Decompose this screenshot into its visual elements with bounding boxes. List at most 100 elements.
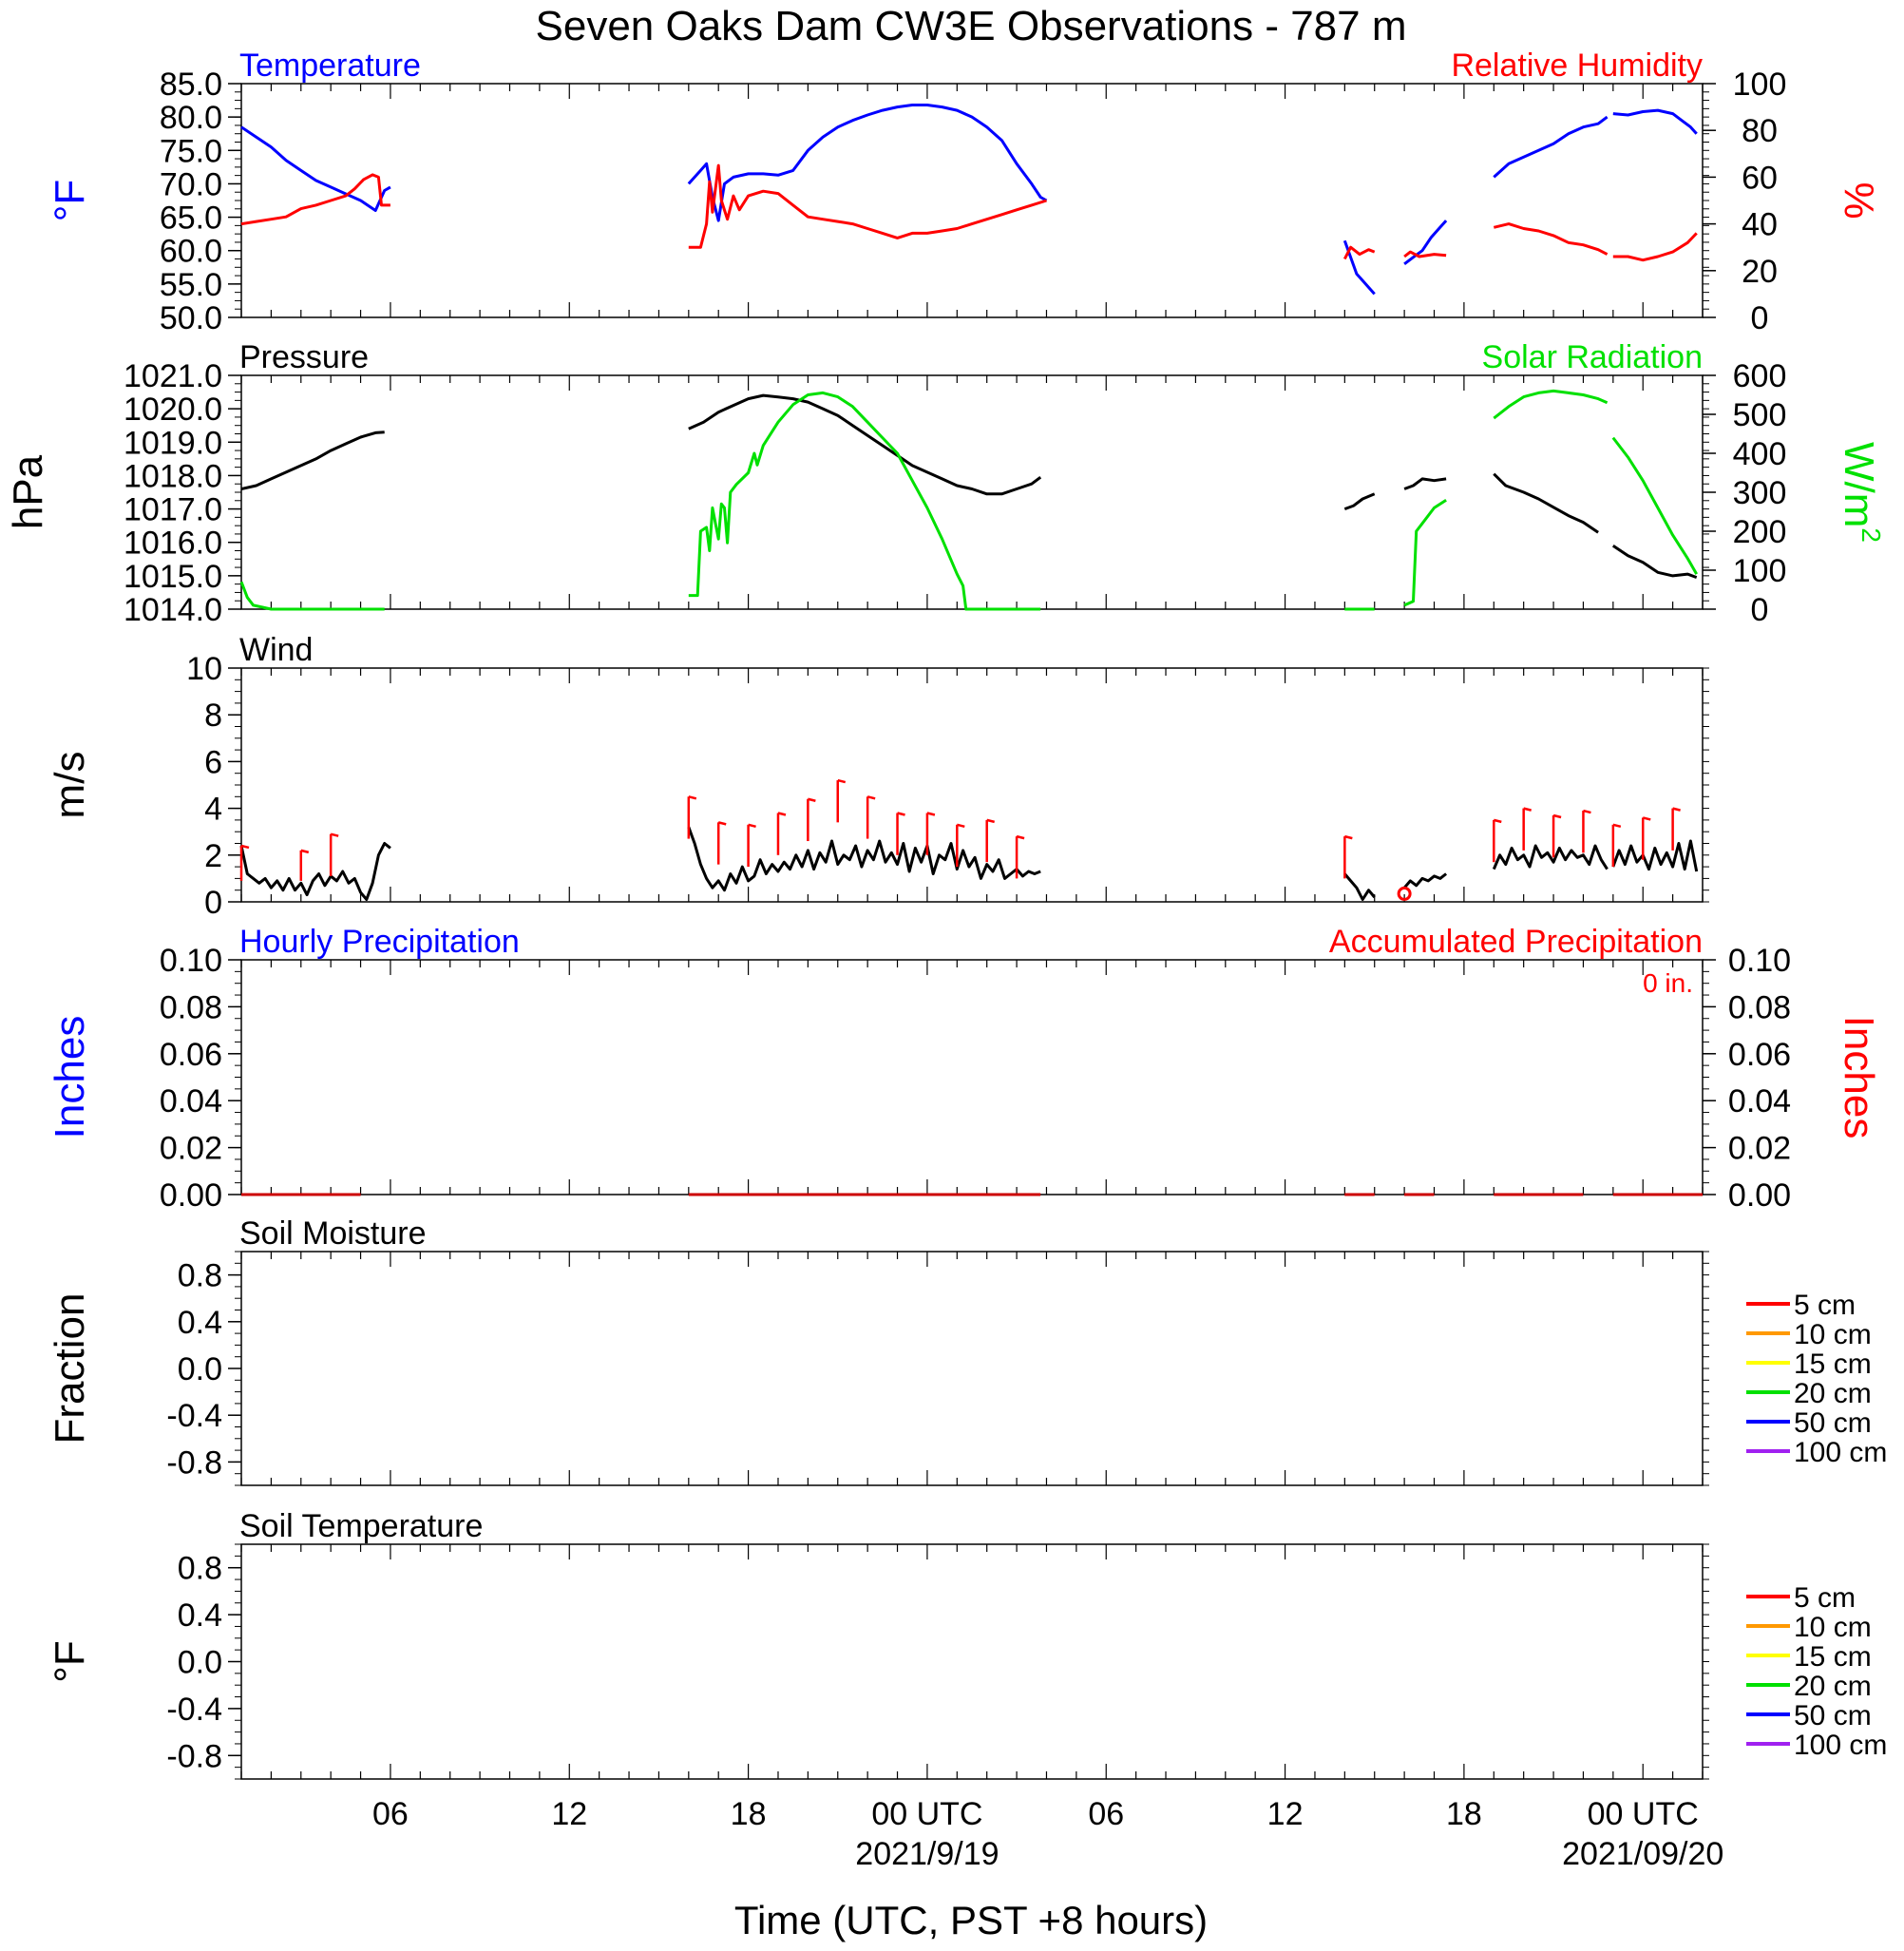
y-axis-label-right: % — [1836, 182, 1882, 219]
series-line-right — [239, 581, 385, 611]
y-tick-label-left: -0.4 — [166, 1692, 222, 1728]
y-tick-label-left: 6 — [204, 744, 222, 780]
x-tick-label: 18 — [731, 1796, 767, 1832]
y-tick-label-left: 8 — [204, 698, 222, 734]
series-line-right — [1611, 436, 1699, 575]
y-tick-label-left: 0.06 — [160, 1037, 222, 1073]
series-line-left — [1611, 839, 1699, 872]
y-tick-label-left: 0.4 — [178, 1305, 222, 1341]
series-line-left — [1611, 544, 1698, 580]
series-line-left — [1402, 872, 1448, 889]
series-line-left — [1343, 492, 1376, 511]
x-tick-date-label: 2021/09/20 — [1562, 1836, 1723, 1872]
series-line-right — [1342, 245, 1376, 260]
panel-wind: 10 8 6 4 2 0 Wind m/s — [47, 632, 1709, 921]
y-tick-label-left: 85.0 — [160, 67, 222, 103]
y-tick-label-left: 0.4 — [178, 1597, 222, 1634]
panel-title-left: Pressure — [239, 339, 369, 375]
legend-label: 15 cm — [1794, 1348, 1872, 1380]
wind-gust-flag — [1612, 823, 1622, 829]
legend-label: 5 cm — [1794, 1582, 1856, 1614]
panel-title-left: Wind — [239, 632, 313, 668]
legend-label: 100 cm — [1794, 1730, 1887, 1761]
series-line-left — [1403, 477, 1447, 490]
legend-label: 15 cm — [1794, 1641, 1872, 1673]
y-tick-label-left: 60.0 — [160, 234, 222, 270]
series-line-left — [239, 842, 391, 901]
legend-label: 50 cm — [1794, 1407, 1872, 1439]
y-tick-label-right: 0.10 — [1728, 943, 1791, 979]
series-line-right — [1612, 232, 1698, 262]
wind-gust-flag — [748, 823, 756, 829]
chart-title: Seven Oaks Dam CW3E Observations - 787 m — [536, 3, 1407, 49]
wind-gust-flag — [837, 778, 847, 784]
series-line-right — [1493, 389, 1609, 420]
x-tick-label: 06 — [372, 1796, 409, 1832]
y-tick-label-left: -0.8 — [166, 1738, 222, 1774]
wind-gust-flag — [240, 844, 250, 850]
x-tick-label: 06 — [1088, 1796, 1124, 1832]
y-tick-label-left: 0.8 — [178, 1258, 222, 1294]
series-line-left — [1403, 220, 1448, 265]
y-tick-label-left: 4 — [204, 792, 222, 828]
panel-title-right: Relative Humidity — [1451, 48, 1703, 84]
y-tick-label-left: 1016.0 — [124, 526, 222, 562]
panel-soil_moisture: 0.8 0.4 0.0 -0.4 -0.8 Soil Moisture Fraction 5 … — [47, 1215, 1887, 1486]
y-tick-label-left: 0.0 — [178, 1351, 222, 1387]
x-tick-label: 00 UTC — [871, 1796, 982, 1832]
series-line-left — [1493, 472, 1599, 534]
wind-gust-flag — [1344, 834, 1353, 840]
series-line-left — [1493, 115, 1609, 179]
y-tick-label-right: 0.02 — [1728, 1131, 1791, 1167]
y-tick-label-left: 50.0 — [160, 300, 222, 336]
wind-gust-flag — [777, 812, 787, 816]
panel-precip: 0.10 0.08 0.06 0.04 0.02 0.00 0.10 0.08 0.06 0.04… — [47, 924, 1882, 1214]
y-tick-label-right: 60 — [1742, 160, 1778, 196]
panel-temp_rh: 85.080.075.070.065.060.055.050.0 100 80 60 4… — [47, 48, 1882, 336]
series-line-left — [1343, 872, 1376, 901]
x-tick-label: 12 — [1267, 1796, 1304, 1832]
wind-gust-flag — [1016, 834, 1025, 840]
y-tick-label-left: 70.0 — [160, 166, 222, 202]
series-line-left — [687, 826, 1041, 892]
y-tick-label-left: 0.10 — [160, 943, 222, 979]
series-line-right — [1493, 222, 1609, 256]
wind-gust-flag — [1642, 816, 1651, 821]
precip-total-label: 0 in. — [1643, 968, 1693, 998]
y-axis-label-left: hPa — [5, 454, 51, 529]
y-axis-label-left: Inches — [47, 1016, 93, 1139]
panel-pressure_solar: 1021.01020.01019.01018.01017.01016.01015… — [5, 339, 1886, 628]
y-tick-label-left: 1018.0 — [124, 458, 222, 494]
panel-title-left: Hourly Precipitation — [239, 924, 520, 960]
y-tick-label-right: 80 — [1742, 113, 1778, 149]
y-tick-label-right: 200 — [1733, 514, 1787, 550]
y-tick-label-right: 0.04 — [1728, 1083, 1791, 1119]
y-axis-label-left: Fraction — [47, 1293, 93, 1444]
series-line-left — [1492, 844, 1609, 870]
y-tick-label-left: 1015.0 — [124, 559, 222, 595]
y-tick-label-left: 80.0 — [160, 100, 222, 136]
wind-gust-flag — [1583, 809, 1591, 814]
y-tick-label-left: 10 — [186, 651, 222, 687]
x-tick-label: 12 — [551, 1796, 587, 1832]
y-tick-label-left: -0.4 — [166, 1398, 222, 1434]
series-line-left — [1342, 239, 1376, 296]
y-tick-label-left: 1017.0 — [124, 492, 222, 528]
wind-gust-flag — [688, 795, 697, 800]
wind-gust-flag — [897, 812, 905, 816]
y-tick-label-left: 0.04 — [160, 1083, 222, 1119]
y-tick-label-right: 0 — [1751, 592, 1769, 628]
y-tick-label-right: 100 — [1733, 553, 1787, 589]
wind-gust-flag — [1672, 807, 1681, 812]
panel-title-left: Temperature — [239, 48, 421, 84]
y-tick-label-left: 0.0 — [178, 1645, 222, 1681]
wind-gust-flag — [866, 795, 876, 800]
panel-title-right: Accumulated Precipitation — [1329, 924, 1703, 960]
series-line-right — [688, 391, 1041, 611]
y-axis-label-right: Inches — [1836, 1016, 1882, 1139]
y-tick-label-left: 0.00 — [160, 1177, 222, 1214]
series-line-right — [1403, 250, 1447, 258]
